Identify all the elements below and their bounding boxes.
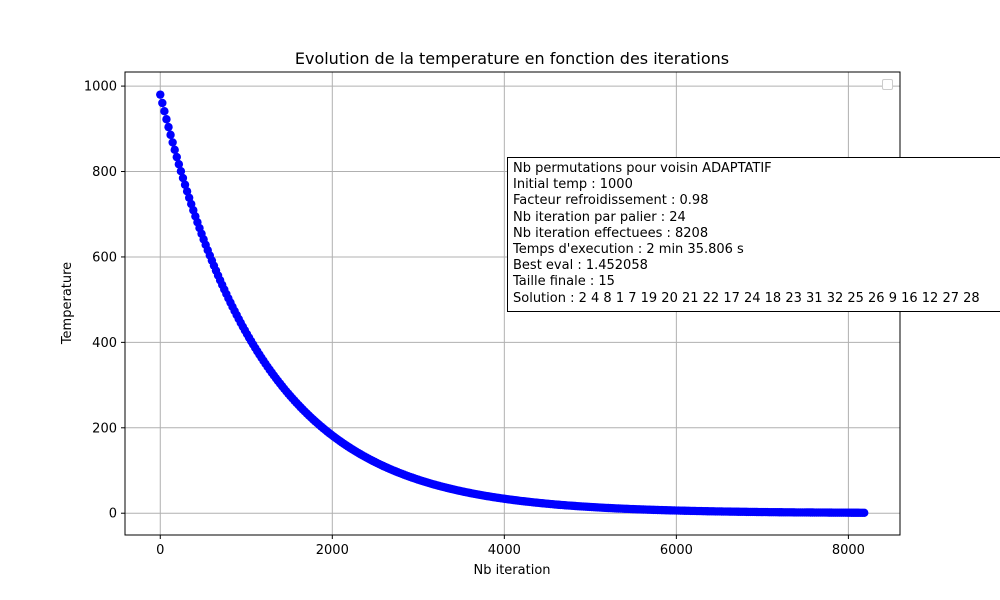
x-tick-label: 0: [156, 543, 164, 558]
annotation-line: Taille finale : 15: [513, 274, 615, 290]
data-point: [180, 180, 190, 189]
x-tick-label: 6000: [660, 543, 693, 558]
x-tick-label: 8000: [832, 543, 865, 558]
x-tick-label: 2000: [316, 543, 349, 558]
data-point: [174, 160, 184, 169]
annotation-line: Facteur refroidissement : 0.98: [513, 193, 709, 209]
data-point: [176, 167, 186, 176]
y-tick-label: 200: [92, 421, 117, 436]
data-point: [184, 193, 194, 202]
data-point: [168, 138, 177, 147]
y-tick-label: 600: [92, 250, 117, 265]
y-tick-label: 1000: [84, 80, 117, 95]
x-axis-label: Nb iteration: [473, 563, 550, 578]
data-point: [162, 115, 171, 124]
ticks: 0 2000 4000 6000 8000 0 200 400 600 800 1000: [84, 80, 865, 558]
data-point: [172, 152, 181, 162]
y-tick-label: 800: [92, 165, 117, 180]
data-point: [166, 130, 175, 140]
annotation-line: Temps d'execution : 2 min 35.806 s: [513, 242, 744, 258]
annotation-line: Nb iteration effectuees : 8208: [513, 225, 709, 241]
y-tick-label: 400: [92, 336, 117, 351]
y-axis-label: Temperature: [60, 262, 75, 345]
data-points: [156, 90, 869, 517]
data-point: [170, 145, 179, 155]
annotation-line: Nb iteration par palier : 24: [513, 209, 686, 225]
data-point: [164, 122, 173, 132]
data-point: [182, 187, 192, 196]
chart-title: Evolution de la temperature en fonction …: [295, 49, 729, 68]
legend-box: [882, 79, 893, 90]
annotation-line: Solution : 2 4 8 1 7 19 20 21 22 17 24 1…: [513, 290, 980, 306]
data-point: [156, 90, 165, 99]
x-tick-label: 4000: [488, 543, 521, 558]
data-point: [178, 173, 188, 183]
annotation-line: Best eval : 1.452058: [513, 258, 648, 274]
annotation-line: Nb permutations pour voisin ADAPTATIF: [513, 161, 772, 176]
data-point: [158, 98, 167, 108]
data-point: [860, 508, 869, 517]
y-tick-label: 0: [109, 507, 117, 522]
annotation-line: Initial temp : 1000: [513, 177, 633, 193]
annotation-box: Nb permutations pour voisin ADAPTATIF In…: [507, 157, 1000, 312]
data-point: [160, 107, 169, 116]
